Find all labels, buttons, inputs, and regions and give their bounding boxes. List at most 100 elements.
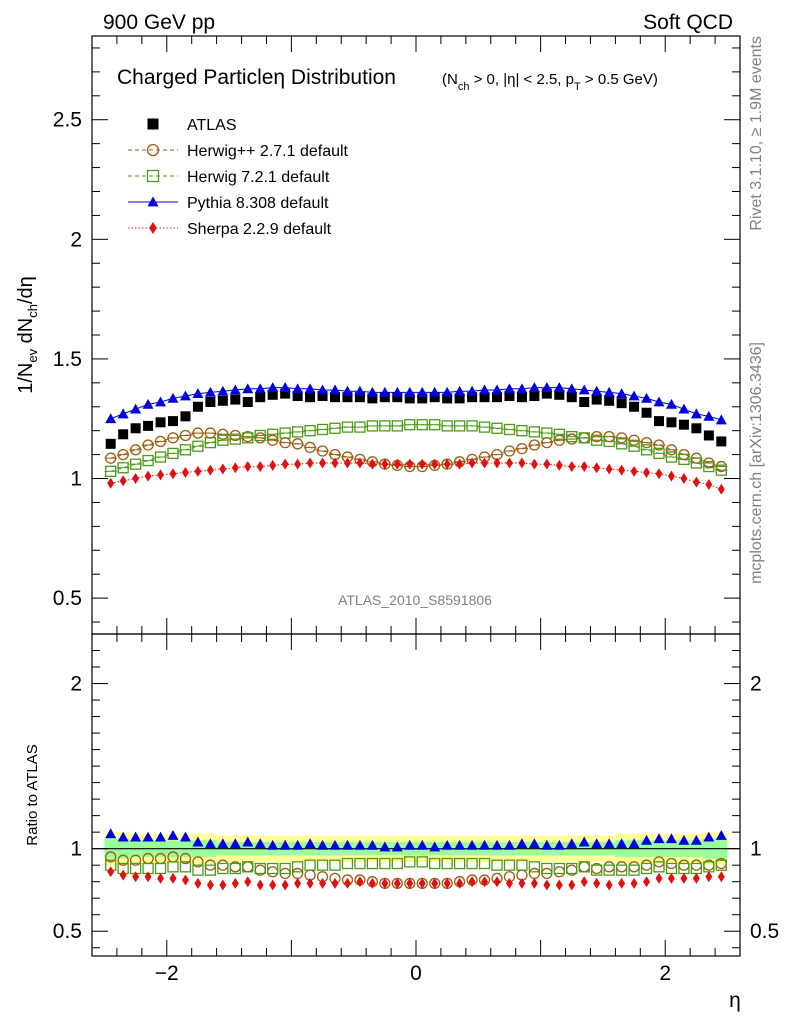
ratio-point-sherpa-2-2-9-default xyxy=(630,877,638,889)
point-herwig-7-2-1-default xyxy=(229,433,241,445)
point-atlas xyxy=(367,393,378,404)
point-sherpa-2-2-9-default xyxy=(194,465,202,477)
point-sherpa-2-2-9-default xyxy=(555,459,563,471)
point-atlas xyxy=(541,388,552,399)
point-pythia-8-308-default xyxy=(715,414,727,425)
point-pythia-8-308-default xyxy=(541,382,553,393)
ratio-point-pythia-8-308-default xyxy=(416,839,428,850)
ratio-point-pythia-8-308-default xyxy=(229,838,241,849)
ratio-point-pythia-8-308-default xyxy=(130,831,142,842)
point-atlas xyxy=(429,392,440,403)
ratio-point-herwig-7-2-1-default xyxy=(653,861,665,873)
ratio-y-tick-label-right: 0.5 xyxy=(750,920,779,943)
ratio-point-sherpa-2-2-9-default xyxy=(319,877,327,889)
point-herwig-2-7-1-default xyxy=(304,441,316,454)
point-herwig-7-2-1-default xyxy=(566,431,578,443)
point-herwig-7-2-1-default xyxy=(491,422,503,434)
point-sherpa-2-2-9-default xyxy=(630,465,638,477)
point-herwig-2-7-1-default xyxy=(179,429,192,442)
point-herwig-2-7-1-default xyxy=(142,439,154,451)
point-herwig-2-7-1-default xyxy=(628,434,640,446)
ratio-point-sherpa-2-2-9-default xyxy=(456,877,464,889)
point-pythia-8-308-default xyxy=(341,385,353,396)
point-atlas xyxy=(678,419,689,430)
point-herwig-7-2-1-default xyxy=(316,423,329,436)
ratio-point-sherpa-2-2-9-default xyxy=(406,877,414,889)
ratio-point-herwig-7-2-1-default xyxy=(566,862,578,875)
point-pythia-8-308-default xyxy=(192,388,204,399)
point-herwig-2-7-1-default xyxy=(291,438,304,450)
ratio-point-herwig-7-2-1-default xyxy=(404,856,416,868)
point-atlas xyxy=(118,429,129,440)
point-atlas xyxy=(130,423,141,434)
ratio-point-pythia-8-308-default xyxy=(703,831,715,842)
ratio-point-pythia-8-308-default xyxy=(466,839,478,850)
point-herwig-7-2-1-default xyxy=(441,420,453,432)
point-sherpa-2-2-9-default xyxy=(244,461,252,473)
ratio-point-pythia-8-308-default xyxy=(566,838,578,849)
point-sherpa-2-2-9-default xyxy=(206,464,214,476)
ratio-point-sherpa-2-2-9-default xyxy=(717,871,725,883)
ratio-y-tick-label: 1 xyxy=(70,838,82,861)
ratio-point-sherpa-2-2-9-default xyxy=(530,877,538,889)
ratio-point-sherpa-2-2-9-default xyxy=(518,877,526,889)
ratio-point-pythia-8-308-default xyxy=(690,834,702,845)
ratio-point-herwig-7-2-1-default xyxy=(429,857,441,870)
ratio-point-pythia-8-308-default xyxy=(503,839,515,850)
ratio-point-herwig-7-2-1-default xyxy=(491,859,503,871)
point-herwig-7-2-1-default xyxy=(291,426,304,438)
point-atlas xyxy=(242,396,253,407)
point-atlas xyxy=(168,416,178,427)
point-sherpa-2-2-9-default xyxy=(144,470,152,482)
ratio-point-pythia-8-308-default xyxy=(441,839,453,850)
point-atlas xyxy=(691,423,702,434)
ratio-point-herwig-7-2-1-default xyxy=(229,862,241,875)
point-sherpa-2-2-9-default xyxy=(717,483,725,495)
point-herwig-7-2-1-default xyxy=(478,421,491,433)
point-sherpa-2-2-9-default xyxy=(157,469,165,481)
point-herwig-7-2-1-default xyxy=(167,447,179,460)
ratio-point-pythia-8-308-default xyxy=(616,838,628,849)
point-herwig-2-7-1-default xyxy=(154,435,167,448)
ratio-point-sherpa-2-2-9-default xyxy=(306,877,314,889)
point-sherpa-2-2-9-default xyxy=(481,457,489,469)
point-pythia-8-308-default xyxy=(516,383,528,394)
point-herwig-7-2-1-default xyxy=(254,429,266,442)
point-atlas xyxy=(604,395,615,406)
ratio-point-herwig-7-2-1-default xyxy=(267,862,279,875)
main-y-tick-label: 2 xyxy=(70,228,82,251)
ratio-point-herwig-2-7-1-default xyxy=(242,861,254,873)
ratio-point-herwig-2-7-1-default xyxy=(578,861,590,873)
point-sherpa-2-2-9-default xyxy=(381,458,389,470)
ratio-point-pythia-8-308-default xyxy=(292,839,304,850)
point-pythia-8-308-default xyxy=(441,386,453,397)
ratio-point-pythia-8-308-default xyxy=(379,841,391,852)
legend-label-pythia-8-308-default: Pythia 8.308 default xyxy=(187,195,329,212)
point-atlas xyxy=(566,392,577,403)
point-herwig-7-2-1-default xyxy=(541,427,553,439)
ratio-point-herwig-2-7-1-default xyxy=(291,867,304,880)
point-atlas xyxy=(267,389,278,400)
point-atlas xyxy=(629,401,640,412)
point-herwig-7-2-1-default xyxy=(117,462,129,474)
ratio-point-pythia-8-308-default xyxy=(653,833,665,844)
point-atlas xyxy=(504,390,515,401)
ratio-point-sherpa-2-2-9-default xyxy=(468,876,476,888)
point-sherpa-2-2-9-default xyxy=(618,464,626,476)
ratio-point-herwig-7-2-1-default xyxy=(578,861,590,873)
point-pythia-8-308-default xyxy=(267,382,279,393)
header-left: 900 GeV pp xyxy=(103,11,215,34)
ratio-point-pythia-8-308-default xyxy=(354,839,366,850)
point-pythia-8-308-default xyxy=(665,398,677,409)
ratio-point-herwig-2-7-1-default xyxy=(192,856,204,868)
ratio-point-sherpa-2-2-9-default xyxy=(144,871,152,883)
legend: ATLAS Herwig++ 2.7.1 default Herwig 7.2.1 … xyxy=(128,117,349,238)
ratio-point-sherpa-2-2-9-default xyxy=(643,876,651,888)
ratio-point-sherpa-2-2-9-default xyxy=(680,872,688,884)
header-right: Soft QCD xyxy=(643,11,733,34)
ratio-point-pythia-8-308-default xyxy=(429,841,441,852)
legend-marker-herwig-2-7-1-default xyxy=(146,143,160,157)
point-pythia-8-308-default xyxy=(279,382,291,393)
ratio-point-pythia-8-308-default xyxy=(603,838,615,849)
